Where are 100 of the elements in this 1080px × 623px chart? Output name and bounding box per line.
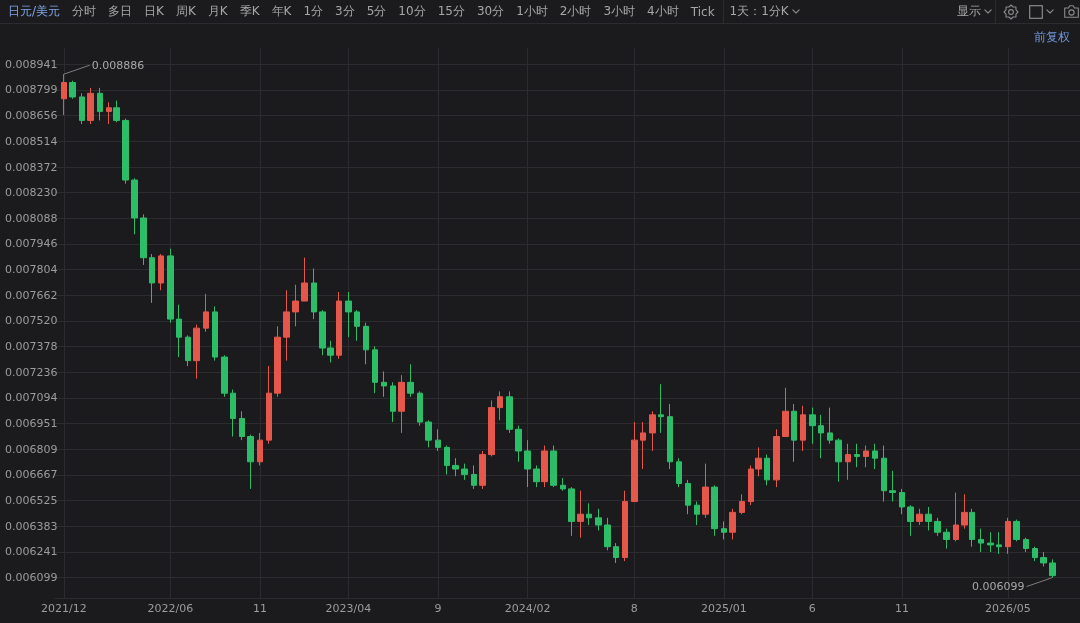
candlestick [577,490,584,539]
y-tick-label: 0.006383 [5,519,58,533]
text: 2小时 [559,3,592,20]
text: 30分 [476,3,505,20]
x-tick-label: 2021/12 [40,602,87,615]
text: 日K [144,3,164,20]
candlestick [881,445,887,503]
candlestick [283,289,290,362]
x-tick-label: 2024/02 [504,602,551,615]
candlestick [1023,537,1029,553]
candlestick [978,528,984,553]
candlestick [996,531,1002,555]
candlestick [925,506,932,531]
candlestick [381,371,387,398]
candlestick [907,504,914,537]
candlestick [943,528,950,550]
candlestick [1032,546,1038,562]
candlestick [604,517,611,551]
y-tick-label: 0.007946 [5,237,58,251]
text: 3分 [335,3,355,20]
candlestick [889,470,896,503]
candlestick [835,437,842,483]
candlestick [764,454,770,486]
text: 3小时 [603,3,636,20]
text: 年K [271,3,292,20]
candlestick [685,479,691,515]
candlestick [568,486,575,537]
y-tick-label: 0.007520 [5,314,58,328]
y-tick-label: 0.008514 [5,134,58,148]
y-tick-label: 0.006525 [5,494,58,508]
candlestick [497,390,503,421]
candlestick [550,445,557,488]
candlestick [407,363,414,398]
candlestick [854,443,860,468]
x-tick-label: 9 [434,602,442,615]
candlestick [372,345,378,394]
candlestick [809,407,816,445]
candlestick [345,291,352,338]
candlestick [452,457,459,477]
y-tick-label: 0.008799 [5,83,58,97]
candlestick [203,293,209,333]
x-tick-label: 11 [894,602,909,615]
candlestick [739,493,745,515]
candlestick [398,374,405,434]
candlestick [872,443,878,470]
candlestick [1040,551,1047,568]
candlestick [953,492,959,542]
candlestick [257,432,263,466]
x-tick-label: 2026/05 [985,602,1031,615]
candlestick [631,421,638,503]
text: 5分 [366,3,387,20]
y-tick-label: 0.006951 [5,417,58,431]
text: 分时 [72,3,97,20]
y-tick-label: 0.007094 [5,391,58,405]
candlestick [702,463,709,519]
candlestick [818,414,824,459]
text: 4小时 [647,3,679,20]
candlestick [1049,558,1056,579]
candlestick [131,177,138,235]
candlestick [658,383,664,434]
candlestick [506,390,513,434]
candlestick [274,325,281,398]
candlestick [266,365,272,445]
candlestick [301,257,308,302]
candlestick [444,445,450,475]
chart-title: 日元/美元 [8,3,61,20]
candlestick [791,403,797,463]
candlestick [461,463,468,481]
candlestick [140,213,147,266]
x-tick-label: 2023/04 [325,602,372,615]
candlestick [694,501,700,526]
candlestick [87,87,94,125]
candlestick [435,428,441,452]
candlestick [247,434,254,490]
annotation: 0.006099 [971,580,1025,594]
candlestick [471,464,477,490]
candlestick [230,389,236,438]
candlestick [193,324,200,380]
candlestick [541,445,548,488]
candlestick [899,488,905,515]
candlestick [61,73,67,116]
candlestick [595,508,602,531]
candlestick [417,390,423,427]
candlestick [425,419,432,448]
text: 1小时 [516,3,548,20]
y-tick-label: 0.008656 [5,109,58,123]
candlestick [773,428,780,488]
candlestick [167,248,174,324]
y-tick-label: 0.008230 [5,186,58,200]
candlestick [221,354,228,398]
y-tick-label: 0.008088 [5,211,58,225]
candlestick [729,508,736,540]
candlestick [479,450,486,490]
candlestick [79,92,85,125]
candlestick [827,407,833,445]
candlestick [622,490,628,562]
text: 显示 [957,3,981,20]
text: 周K [175,3,196,20]
x-tick-label: 2025/01 [701,602,747,615]
candlestick [987,531,994,553]
